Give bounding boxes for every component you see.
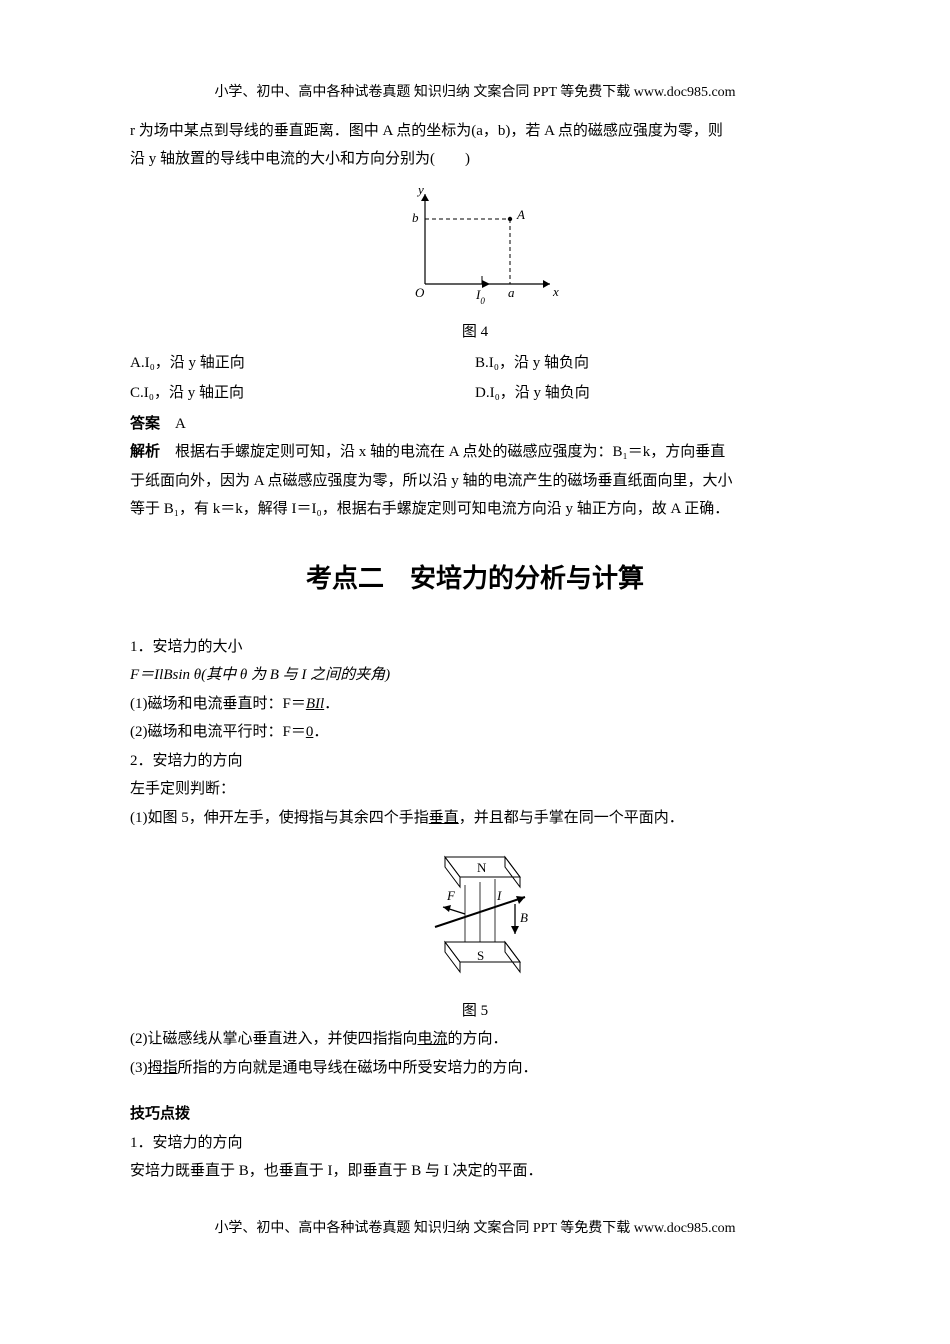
point-1-line-1: F＝IlBsin θ(其中 θ 为 B 与 I 之间的夹角): [130, 661, 820, 690]
page: 小学、初中、高中各种试卷真题 知识归纳 文案合同 PPT 等免费下载 www.d…: [0, 0, 950, 1344]
label-N: N: [477, 860, 487, 875]
question-intro: r 为场中某点到导线的垂直距离．图中 A 点的坐标为(a，b)，若 A 点的磁感…: [130, 117, 820, 174]
answer-label: 答案: [130, 415, 160, 432]
explain-2: 于纸面向外，因为 A 点磁感应强度为零，所以沿 y 轴的电流产生的磁场垂直纸面向…: [130, 473, 733, 489]
section-title: 考点二 安培力的分析与计算: [130, 554, 820, 603]
p2-l4-u: 拇指: [148, 1060, 178, 1076]
option-b: B.I₀，沿 y 轴负向: [475, 349, 820, 378]
point-2-line-2: (1)如图 5，伸开左手，使拇指与其余四个手指垂直，并且都与手掌在同一个平面内．: [130, 804, 820, 833]
option-d: D.I₀，沿 y 轴负向: [475, 379, 820, 408]
p2-l3-a: (2)让磁感线从掌心垂直进入，并使四指指向: [130, 1031, 418, 1047]
page-header: 小学、初中、高中各种试卷真题 知识归纳 文案合同 PPT 等免费下载 www.d…: [130, 80, 820, 107]
axis-y-label: y: [416, 184, 424, 197]
p2-l4-b: 所指的方向就是通电导线在磁场中所受安培力的方向．: [178, 1060, 538, 1076]
figure-4: x y O a b A I0 图 4: [130, 184, 820, 347]
formula-1: F＝IlBsin θ(其中 θ 为 B 与 I 之间的夹角): [130, 667, 390, 683]
options-row-2: C.I₀，沿 y 轴正向 D.I₀，沿 y 轴负向: [130, 379, 820, 408]
explanation: 解析 根据右手螺旋定则可知，沿 x 轴的电流在 A 点处的磁感应强度为：B₁＝k…: [130, 438, 820, 524]
label-I: I: [496, 888, 502, 903]
figure-5-caption: 图 5: [130, 997, 820, 1026]
explain-label: 解析: [130, 443, 160, 460]
p2-l3-b: 的方向．: [448, 1031, 508, 1047]
question-line-1: r 为场中某点到导线的垂直距离．图中 A 点的坐标为(a，b)，若 A 点的磁感…: [130, 123, 723, 139]
explain-1: 根据右手螺旋定则可知，沿 x 轴的电流在 A 点处的磁感应强度为：B₁＝k，方向…: [160, 444, 725, 460]
label-S: S: [477, 948, 484, 963]
figure-5: N S F I B 图 5: [130, 842, 820, 1025]
label-B: B: [520, 910, 528, 925]
p1-l3-a: (2)磁场和电流平行时：F＝: [130, 724, 306, 740]
p1-l2-u: BIl: [306, 696, 324, 712]
label-b: b: [412, 210, 419, 225]
p1-l2-b: ．: [324, 696, 339, 712]
answer-value: A: [160, 416, 186, 432]
p1-l3-b: ．: [313, 724, 328, 740]
label-A: A: [516, 207, 525, 222]
spacer: [130, 1082, 820, 1100]
point-2-line-3: (2)让磁感线从掌心垂直进入，并使四指指向电流的方向．: [130, 1025, 820, 1054]
question-line-2: 沿 y 轴放置的导线中电流的大小和方向分别为( ): [130, 151, 470, 167]
p2-l3-u: 电流: [418, 1031, 448, 1047]
page-footer: 小学、初中、高中各种试卷真题 知识归纳 文案合同 PPT 等免费下载 www.d…: [130, 1216, 820, 1243]
tips-1-title: 1．安培力的方向: [130, 1129, 820, 1158]
point-1-line-2: (1)磁场和电流垂直时：F＝BIl．: [130, 690, 820, 719]
point-2-line-1: 左手定则判断：: [130, 775, 820, 804]
origin-label: O: [415, 285, 425, 300]
option-c: C.I₀，沿 y 轴正向: [130, 379, 475, 408]
point-1-line-3: (2)磁场和电流平行时：F＝0．: [130, 718, 820, 747]
label-I0: I0: [475, 287, 485, 304]
answer-line: 答案 A: [130, 410, 820, 439]
tips-1-body: 安培力既垂直于 B，也垂直于 I，即垂直于 B 与 I 决定的平面．: [130, 1157, 820, 1186]
explain-3: 等于 B₁，有 k＝k，解得 I＝I₀，根据右手螺旋定则可知电流方向沿 y 轴正…: [130, 501, 729, 517]
p2-l4-a: (3): [130, 1060, 148, 1076]
label-a: a: [508, 285, 515, 300]
point-2-line-4: (3)拇指所指的方向就是通电导线在磁场中所受安培力的方向．: [130, 1054, 820, 1083]
p2-l2-u: 垂直: [429, 810, 459, 826]
p2-l2-b: ，并且都与手掌在同一个平面内．: [459, 810, 684, 826]
tips-title: 技巧点拨: [130, 1100, 820, 1129]
axis-x-label: x: [552, 284, 559, 299]
label-F: F: [446, 888, 456, 903]
point-2-title: 2．安培力的方向: [130, 747, 820, 776]
options-row-1: A.I₀，沿 y 轴正向 B.I₀，沿 y 轴负向: [130, 349, 820, 378]
figure-4-caption: 图 4: [130, 318, 820, 347]
p1-l2-a: (1)磁场和电流垂直时：F＝: [130, 696, 306, 712]
figure-5-svg: N S F I B: [415, 842, 535, 982]
option-a: A.I₀，沿 y 轴正向: [130, 349, 475, 378]
point-1-title: 1．安培力的大小: [130, 633, 820, 662]
figure-4-svg: x y O a b A I0: [390, 184, 560, 304]
p2-l2-a: (1)如图 5，伸开左手，使拇指与其余四个手指: [130, 810, 429, 826]
